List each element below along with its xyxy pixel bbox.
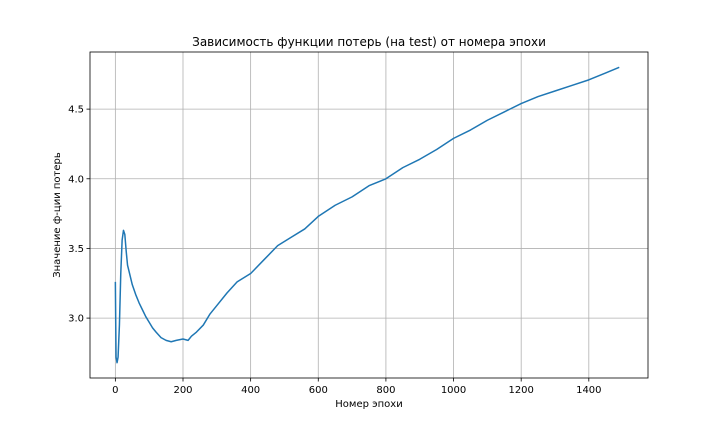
loss-series-line bbox=[114, 66, 620, 364]
tick-layer: 0 200 400 600 800 1000 1200 1400 3.0 3.5 4.0 4.5 bbox=[68, 105, 601, 396]
y-tick-label: 4.5 bbox=[68, 105, 84, 116]
x-tick-label: 1400 bbox=[576, 385, 601, 396]
x-axis-label: Номер эпохи bbox=[335, 399, 402, 410]
y-axis-label: Значение ф-ции потерь bbox=[52, 152, 63, 278]
x-tick-label: 600 bbox=[309, 385, 328, 396]
grid-layer bbox=[90, 52, 648, 378]
series-layer bbox=[114, 66, 620, 364]
x-tick-label: 800 bbox=[376, 385, 395, 396]
x-tick-label: 0 bbox=[112, 385, 118, 396]
x-tick-label: 200 bbox=[173, 385, 192, 396]
x-tick-label: 1200 bbox=[508, 385, 533, 396]
chart-title: Зависимость функции потерь (на test) от … bbox=[192, 35, 546, 49]
x-tick-label: 1000 bbox=[441, 385, 466, 396]
plot-frame bbox=[89, 51, 649, 379]
y-tick-label: 3.0 bbox=[68, 314, 84, 325]
x-tick-label: 400 bbox=[241, 385, 260, 396]
y-tick-label: 3.5 bbox=[68, 244, 84, 255]
y-tick-label: 4.0 bbox=[68, 174, 84, 185]
